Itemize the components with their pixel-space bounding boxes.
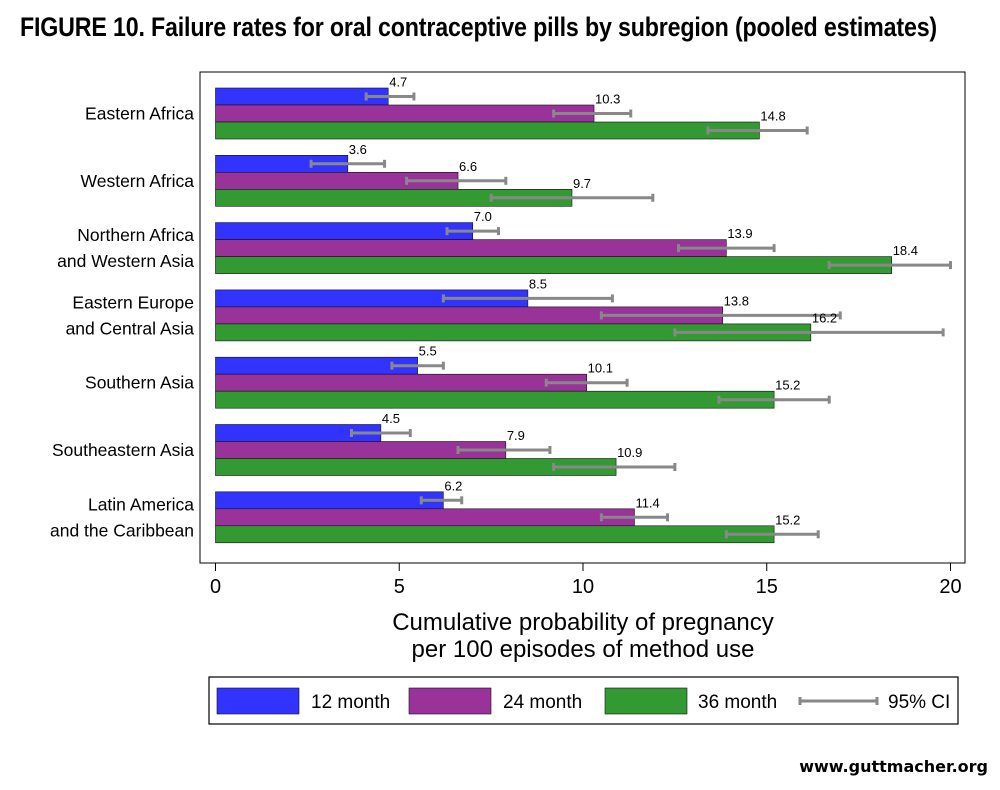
category-label: Western Africa xyxy=(81,171,195,191)
legend-label: 12 month xyxy=(311,692,390,713)
data-label: 4.5 xyxy=(382,411,400,426)
bar-12-month xyxy=(215,87,389,106)
data-label: 13.9 xyxy=(727,226,752,241)
bar-36-month xyxy=(215,256,893,274)
data-label: 5.5 xyxy=(419,344,437,359)
bar-36-month xyxy=(215,390,775,409)
data-label: 10.9 xyxy=(617,445,642,460)
bar-chart: Eastern Africa 4.7 10.3 14.8 Western Africa 3… xyxy=(50,71,966,725)
category-label: Southeastern Asia xyxy=(52,440,194,460)
category-label: and Central Asia xyxy=(66,318,195,338)
category-label: Latin America xyxy=(88,494,194,514)
data-label: 8.5 xyxy=(529,276,547,291)
legend-swatch xyxy=(408,687,492,715)
data-label: 6.2 xyxy=(444,478,462,493)
bar-24-month xyxy=(215,373,587,392)
bar-12-month xyxy=(215,356,418,375)
x-tick-label: 20 xyxy=(939,576,961,598)
data-label: 10.3 xyxy=(595,92,620,107)
x-tick-label: 10 xyxy=(572,576,594,598)
data-label: 6.6 xyxy=(459,159,477,174)
data-label: 15.2 xyxy=(775,512,800,527)
legend-label: 24 month xyxy=(503,692,582,713)
category-label: Eastern Africa xyxy=(85,104,194,124)
data-label: 18.4 xyxy=(893,243,918,258)
bar-12-month xyxy=(215,491,444,510)
legend-swatch xyxy=(216,687,300,715)
data-label: 9.7 xyxy=(573,176,591,191)
data-label: 3.6 xyxy=(349,142,367,157)
x-axis-label: Cumulative probability of pregnancy xyxy=(392,609,774,636)
legend-swatch xyxy=(604,687,688,715)
x-tick-label: 5 xyxy=(394,576,405,598)
category-label: Northern Africa xyxy=(77,225,194,245)
data-label: 10.1 xyxy=(588,361,613,376)
legend-label: 36 month xyxy=(698,692,777,713)
x-axis-label: per 100 episodes of method use xyxy=(412,636,755,663)
footer-url: www.guttmacher.org xyxy=(799,757,988,776)
x-tick-label: 0 xyxy=(210,576,221,598)
data-label: 11.4 xyxy=(635,495,659,510)
bar-36-month xyxy=(215,525,775,544)
bar-24-month xyxy=(215,239,727,257)
bar-24-month xyxy=(215,104,595,123)
data-label: 16.2 xyxy=(812,310,837,325)
bar-36-month xyxy=(215,121,760,140)
data-label: 13.8 xyxy=(724,293,749,308)
data-label: 7.9 xyxy=(507,428,525,443)
category-label: Eastern Europe xyxy=(72,292,194,312)
category-label: Southern Asia xyxy=(85,373,194,393)
data-label: 4.7 xyxy=(389,75,407,90)
category-label: and Western Asia xyxy=(57,251,194,271)
data-label: 15.2 xyxy=(775,378,800,393)
data-label: 7.0 xyxy=(474,209,492,224)
data-label: 14.8 xyxy=(760,109,785,124)
bar-12-month xyxy=(215,222,474,240)
category-label: and the Caribbean xyxy=(50,520,194,540)
legend-label: 95% CI xyxy=(888,692,950,713)
chart-title: FIGURE 10. Failure rates for oral contra… xyxy=(20,12,938,42)
legend: 12 month 24 month 36 month 95% CI xyxy=(208,676,959,725)
bar-24-month xyxy=(215,508,635,527)
x-tick-label: 15 xyxy=(756,576,778,598)
